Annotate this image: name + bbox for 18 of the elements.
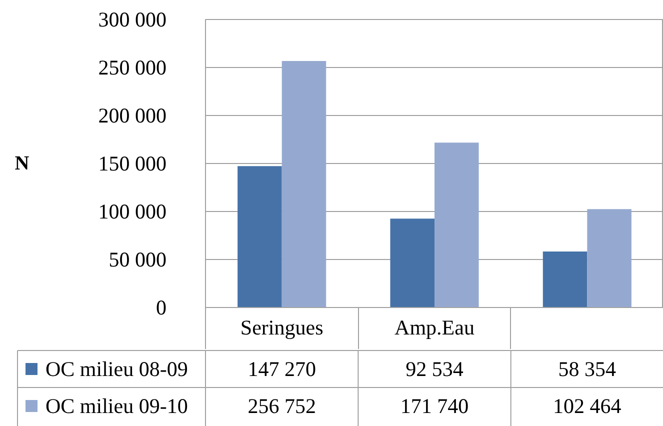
y-tick-label: 250 000 [98, 56, 166, 80]
data-label: 58 354 [558, 357, 617, 381]
legend-label: OC milieu 08-09 [46, 357, 188, 381]
data-label: 102 464 [553, 394, 622, 418]
y-tick-label: 200 000 [98, 104, 166, 128]
x-tick-label: Seringues [240, 316, 324, 340]
y-tick-label: 50 000 [108, 248, 166, 272]
y-tick-label: 100 000 [98, 200, 166, 224]
y-tick-label: 300 000 [98, 8, 166, 32]
data-label: 147 270 [248, 357, 316, 381]
y-tick-label: 150 000 [98, 152, 166, 176]
data-label: 256 752 [248, 394, 316, 418]
data-label: 92 534 [406, 357, 464, 381]
y-tick-label: 0 [156, 296, 166, 320]
x-tick-label: Amp.Eau [394, 316, 475, 340]
y-axis-title: N [14, 152, 30, 174]
data-label: 171 740 [400, 394, 469, 418]
legend-label: OC milieu 09-10 [46, 394, 188, 418]
